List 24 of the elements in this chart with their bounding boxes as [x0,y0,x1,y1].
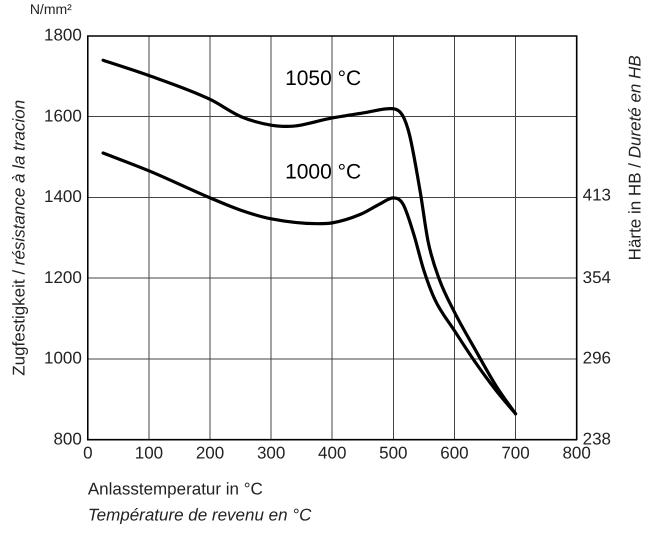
x-tick-label: 400 [318,443,346,462]
y-tick-label: 800 [53,429,82,448]
series-label: 1050 °C [285,66,362,90]
y2-tick-label: 354 [582,268,612,287]
x-tick-label: 100 [134,443,164,462]
y2-tick-label: 413 [582,186,612,205]
y2-axis-title: Härte in HB / Dureté en HB [626,55,645,260]
y2-tick-label: 296 [582,348,612,368]
x-axis-title: Anlasstemperatur in °C Température de revenu en °C [88,479,312,524]
text: N/mm² [30,0,72,17]
x-tick-label: 200 [196,443,224,462]
y-tick-label: 1200 [44,268,82,287]
x-tick-label: 700 [501,443,530,462]
x-tick-label: 600 [440,443,469,462]
y-tick-label: 1800 [44,26,82,45]
series-label: 1000 °C [285,160,362,184]
x-tick-label: 800 [562,443,591,462]
y-tick-label: 1000 [44,348,82,368]
y-tick-label: 1600 [44,106,82,126]
y-axis-title: Zugfestigkeit / résistance à la tracion [10,100,29,376]
y-tick-label: 1400 [44,187,82,206]
x-tick-label: 500 [379,443,408,462]
x-tick-label: 0 [83,443,93,462]
x-tick-label: 300 [256,443,286,462]
